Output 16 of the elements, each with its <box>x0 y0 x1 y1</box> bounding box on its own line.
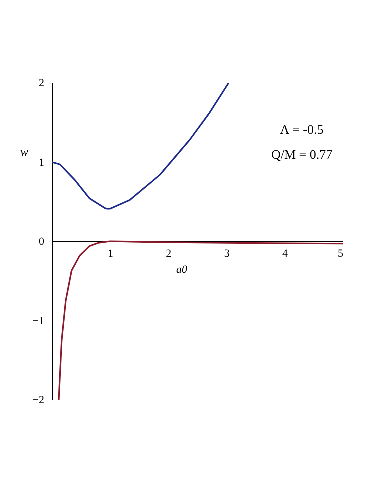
annotation: Λ = -0.5 <box>280 122 324 137</box>
x-tick-label: 5 <box>338 248 344 260</box>
y-tick-label: −1 <box>32 315 44 328</box>
x-tick-label: 2 <box>166 248 172 260</box>
y-tick-label: 1 <box>39 156 44 169</box>
x-tick-label: 3 <box>224 248 230 260</box>
annotation: Q/M = 0.77 <box>271 147 334 162</box>
y-axis-title: w <box>20 144 29 159</box>
y-tick-label: 0 <box>39 236 45 248</box>
x-tick-label: 4 <box>282 248 289 260</box>
x-axis-title: a0 <box>176 264 188 276</box>
y-tick-label: −2 <box>32 394 44 406</box>
x-tick-label: 1 <box>108 248 114 260</box>
line-series <box>52 83 230 210</box>
line-series <box>58 240 343 400</box>
y-tick-label: 2 <box>39 78 44 90</box>
